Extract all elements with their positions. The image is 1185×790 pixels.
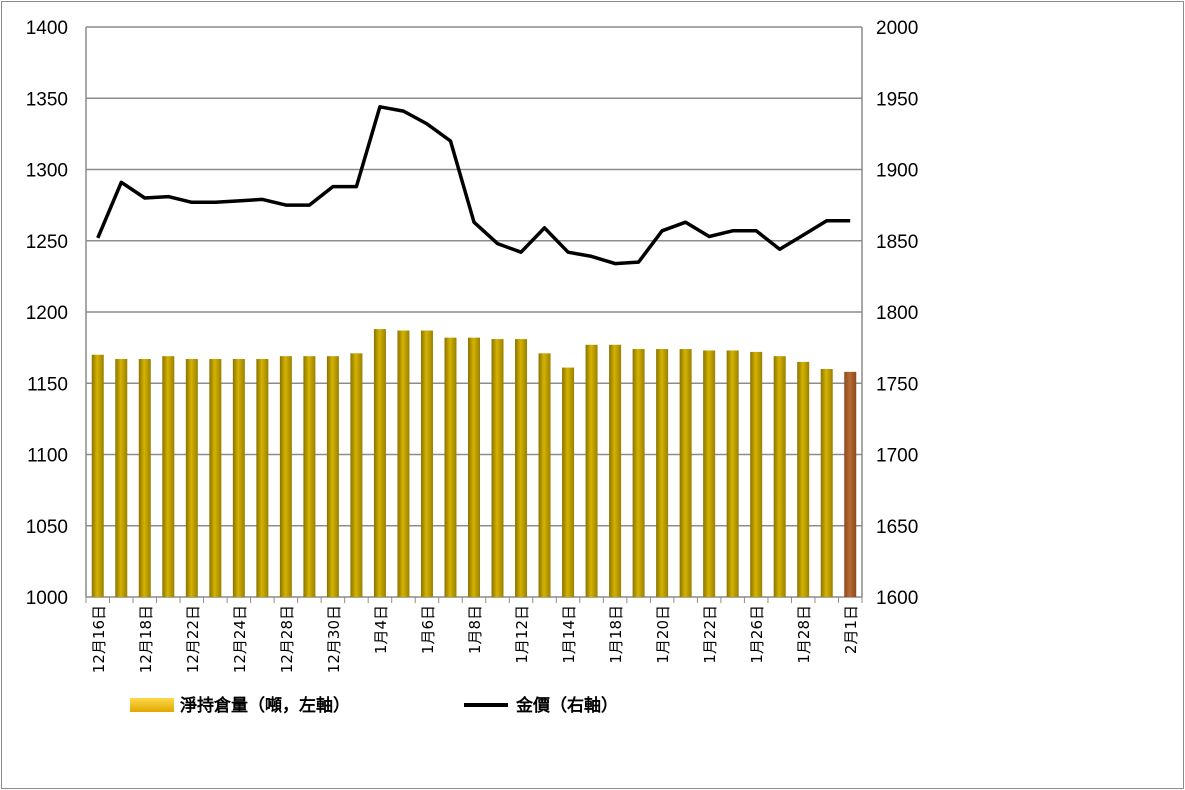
bar	[162, 356, 175, 597]
y-right-tick-label: 1900	[876, 161, 918, 182]
x-tick-label: 12月22日	[184, 605, 202, 673]
bar	[844, 371, 857, 597]
bar	[797, 361, 810, 597]
y-left-tick-label: 1000	[26, 588, 68, 609]
x-tick-label: 12月30日	[325, 605, 343, 673]
bar	[279, 356, 292, 597]
bar	[632, 349, 645, 597]
line-series	[96, 105, 851, 266]
bar	[185, 359, 198, 597]
bar-series	[91, 329, 857, 597]
bar	[91, 354, 104, 597]
axes: 1000 1600 1050 1650 1100 1700 1150 1750 1200 1800…	[26, 18, 919, 673]
price-line	[96, 105, 851, 266]
bar	[326, 356, 339, 597]
bar	[585, 344, 598, 597]
bar	[538, 353, 551, 597]
legend: 淨持倉量（噸，左軸） 金價（右軸）	[130, 695, 618, 716]
x-tick-label: 1月14日	[560, 605, 578, 664]
bar	[420, 330, 433, 597]
x-tick-label: 1月4日	[372, 605, 390, 654]
bar	[468, 337, 480, 597]
x-tick-label: 2月1日	[842, 605, 860, 654]
x-tick-label: 1月26日	[748, 605, 766, 664]
bar	[679, 349, 692, 597]
legend-bar-swatch	[130, 698, 174, 712]
x-tick-label: 12月24日	[231, 605, 249, 673]
x-tick-label: 1月20日	[654, 605, 672, 664]
y-left-tick-label: 1150	[27, 374, 68, 395]
x-tick-label: 1月18日	[607, 605, 625, 664]
bar	[373, 329, 386, 597]
bar	[397, 330, 410, 597]
x-tick-label: 12月18日	[137, 605, 155, 673]
bar	[256, 359, 269, 597]
bar	[820, 369, 833, 597]
x-tick-label: 1月28日	[795, 605, 813, 664]
y-right-tick-label: 1950	[876, 89, 918, 110]
bar	[303, 356, 316, 597]
bar	[609, 344, 622, 597]
bar	[703, 350, 716, 597]
y-left-tick-label: 1250	[26, 232, 68, 253]
bar	[491, 339, 504, 597]
legend-line-label: 金價（右軸）	[515, 695, 618, 716]
bar	[773, 356, 786, 597]
y-left-tick-label: 1100	[27, 446, 68, 467]
y-right-tick-label: 1700	[876, 446, 918, 467]
x-tick-label: 1月8日	[466, 605, 484, 654]
y-left-tick-label: 1300	[26, 161, 68, 182]
y-left-tick-label: 1050	[26, 517, 68, 538]
x-tick-label: 1月6日	[419, 605, 437, 654]
y-right-tick-label: 1600	[876, 588, 918, 609]
x-tick-label: 1月22日	[701, 605, 719, 664]
bar	[656, 349, 669, 597]
x-tick-label: 12月28日	[278, 605, 296, 673]
bar	[138, 359, 151, 597]
bar	[232, 359, 245, 597]
x-tick-label: 12月16日	[90, 605, 108, 673]
bar	[562, 367, 575, 597]
y-right-tick-label: 1650	[876, 517, 918, 538]
bar	[444, 337, 457, 597]
y-right-tick-label: 1850	[876, 232, 918, 253]
legend-bar-label: 淨持倉量（噸，左軸）	[180, 695, 350, 716]
bar	[515, 339, 528, 597]
bar	[750, 351, 763, 597]
x-tick-label: 1月12日	[513, 605, 531, 664]
y-right-tick-label: 1800	[876, 303, 918, 324]
bar	[209, 359, 222, 597]
bar	[350, 353, 363, 597]
y-right-tick-label: 1750	[876, 374, 918, 395]
y-right-tick-label: 2000	[876, 18, 918, 39]
bar	[726, 350, 739, 597]
bar	[115, 359, 128, 597]
y-left-tick-label: 1350	[26, 89, 68, 110]
y-left-tick-label: 1200	[26, 303, 68, 324]
y-left-tick-label: 1400	[26, 18, 68, 39]
